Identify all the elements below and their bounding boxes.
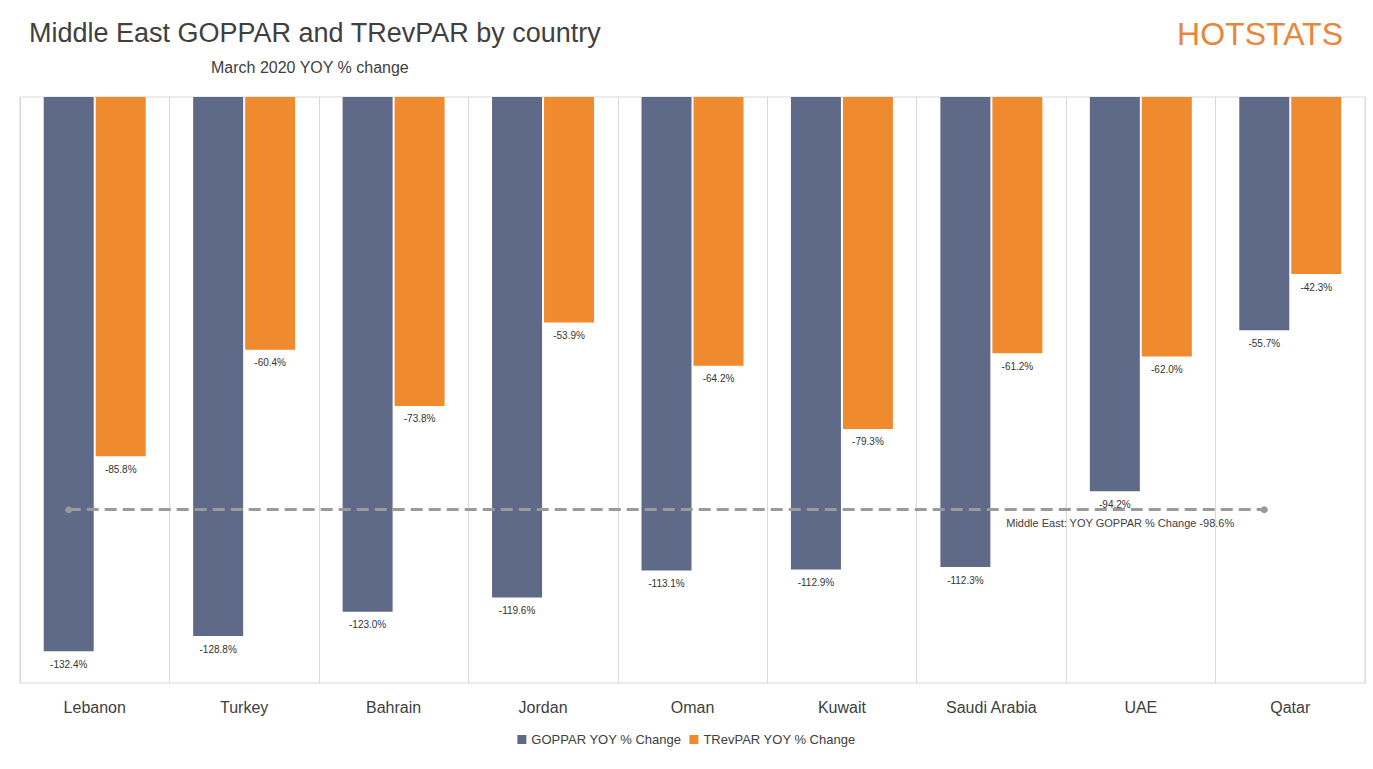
svg-text:-132.4%: -132.4% [50, 659, 87, 670]
svg-text:Lebanon: Lebanon [64, 699, 126, 716]
svg-text:-94.2%: -94.2% [1099, 498, 1131, 510]
svg-text:HOTSTATS: HOTSTATS [1177, 16, 1343, 52]
svg-text:March 2020 YOY % change: March 2020 YOY % change [211, 59, 409, 76]
svg-text:-112.3%: -112.3% [947, 575, 984, 586]
svg-text:-60.4%: -60.4% [254, 357, 286, 368]
svg-text:Kuwait: Kuwait [818, 699, 867, 716]
svg-text:-112.9%: -112.9% [798, 577, 835, 588]
svg-text:Jordan: Jordan [519, 699, 568, 716]
svg-text:-64.2%: -64.2% [703, 373, 735, 384]
svg-text:-55.7%: -55.7% [1248, 338, 1280, 349]
svg-text:-53.9%: -53.9% [553, 330, 585, 341]
svg-text:-62.0%: -62.0% [1151, 364, 1183, 375]
svg-text:-128.8%: -128.8% [200, 644, 237, 655]
svg-text:Qatar: Qatar [1270, 699, 1311, 716]
svg-text:GOPPAR YOY % Change: GOPPAR YOY % Change [531, 732, 681, 747]
svg-text:Middle East GOPPAR and TRevPAR: Middle East GOPPAR and TRevPAR by countr… [29, 18, 601, 48]
svg-text:-42.3%: -42.3% [1300, 282, 1332, 293]
svg-text:-113.1%: -113.1% [648, 578, 685, 589]
svg-text:Saudi Arabia: Saudi Arabia [946, 699, 1037, 716]
svg-text:-79.3%: -79.3% [852, 436, 884, 447]
svg-text:Bahrain: Bahrain [366, 699, 421, 716]
svg-text:Middle East: YOY GOPPAR % Chan: Middle East: YOY GOPPAR % Change -98.6% [1006, 517, 1234, 529]
svg-text:-119.6%: -119.6% [499, 605, 536, 616]
svg-text:Turkey: Turkey [220, 699, 268, 716]
svg-text:-85.8%: -85.8% [105, 464, 137, 475]
svg-text:-61.2%: -61.2% [1002, 361, 1034, 372]
svg-text:Oman: Oman [671, 699, 715, 716]
svg-text:TRevPAR YOY % Change: TRevPAR YOY % Change [703, 732, 855, 747]
svg-text:-123.0%: -123.0% [349, 619, 386, 630]
svg-text:-73.8%: -73.8% [404, 413, 436, 424]
svg-text:UAE: UAE [1124, 699, 1157, 716]
